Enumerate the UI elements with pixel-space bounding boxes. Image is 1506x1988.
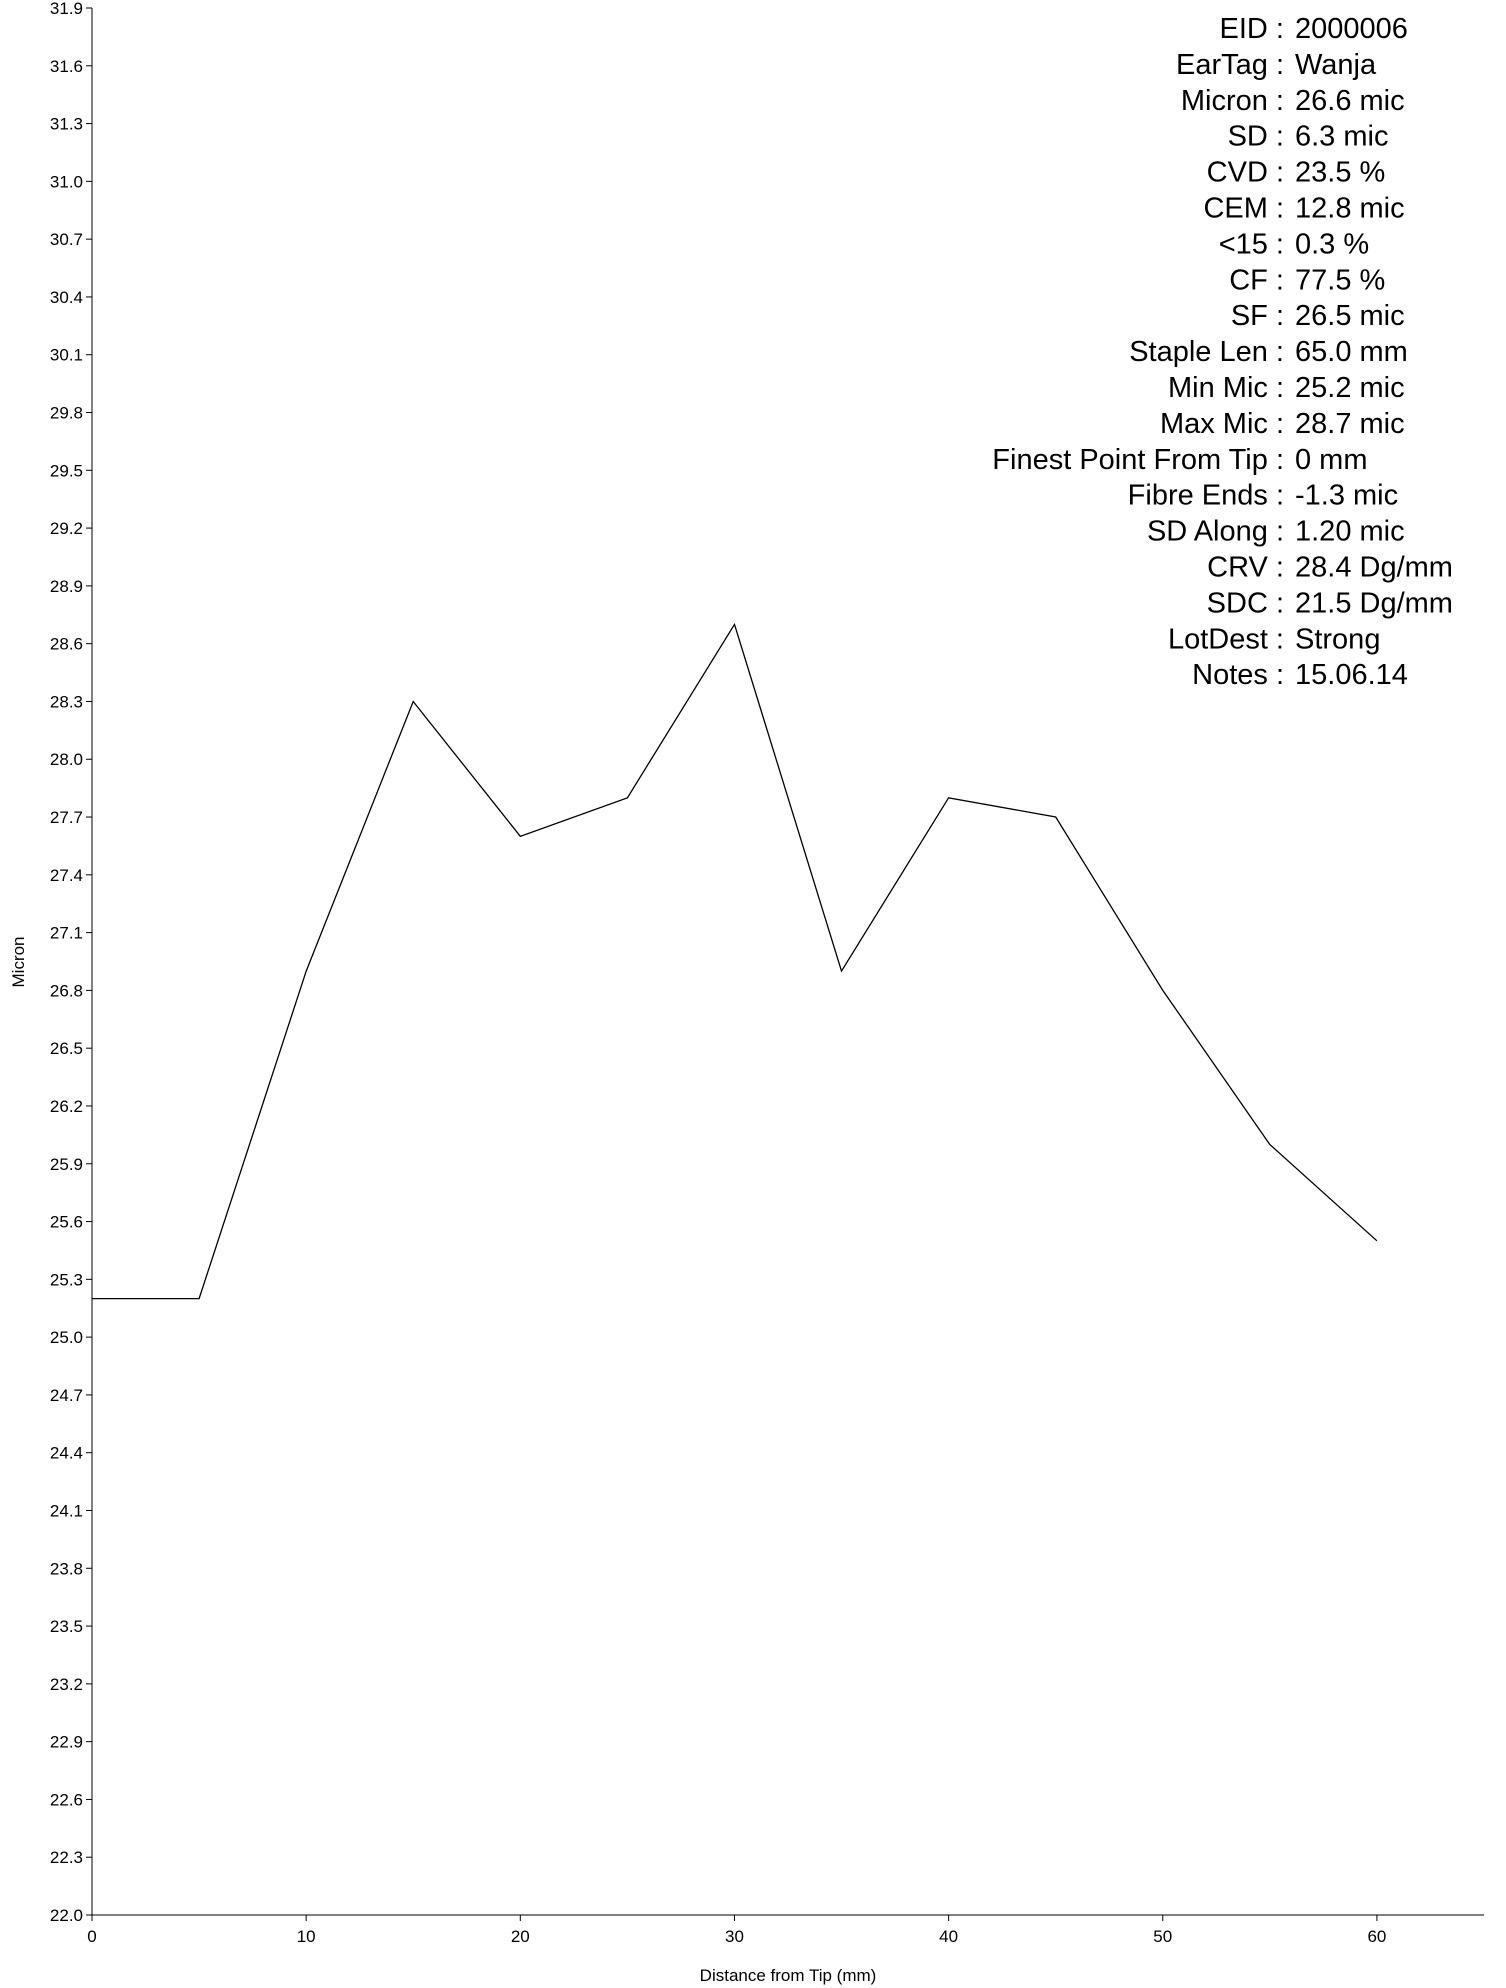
stat-label: CVD :: [1207, 157, 1284, 189]
y-tick-label: 25.9: [50, 1155, 83, 1174]
y-tick-label: 28.6: [50, 635, 83, 654]
x-tick-label: 0: [87, 1927, 96, 1946]
x-axis-title: Distance from Tip (mm): [700, 1966, 877, 1985]
y-tick-label: 29.8: [50, 404, 83, 423]
micron-series-line: [92, 622, 1378, 1300]
y-axis-ticks: 22.0 22.3 22.6 22.9 23.2 23.5 23.8 24.1 24.4 24.7…: [50, 0, 92, 1925]
stat-label: LotDest :: [1168, 623, 1284, 655]
stat-label: EarTag :: [1176, 49, 1284, 81]
stat-value: Strong: [1295, 623, 1380, 655]
y-tick-label: 30.7: [50, 230, 83, 249]
stat-label: <15 :: [1219, 228, 1284, 260]
stat-value: 1.20 mic: [1295, 516, 1405, 548]
y-tick-label: 31.9: [50, 0, 83, 18]
y-tick-label: 23.8: [50, 1559, 83, 1578]
y-axis-title: Micron: [9, 936, 28, 987]
x-tick-label: 60: [1367, 1927, 1386, 1946]
stat-label: Min Mic :: [1168, 372, 1284, 404]
x-tick-label: 30: [725, 1927, 744, 1946]
y-tick-label: 31.3: [50, 115, 83, 134]
y-tick-label: 27.7: [50, 808, 83, 827]
y-tick-label: 26.5: [50, 1039, 83, 1058]
stat-value: -1.3 mic: [1295, 480, 1398, 512]
stat-value: 77.5 %: [1295, 264, 1385, 296]
y-tick-label: 23.5: [50, 1617, 83, 1636]
stat-label: CEM :: [1203, 193, 1284, 225]
stat-label: Max Mic :: [1160, 408, 1284, 440]
stat-label: Staple Len :: [1129, 336, 1284, 368]
y-tick-label: 27.4: [50, 866, 83, 885]
y-tick-label: 28.9: [50, 577, 83, 596]
y-tick-label: 24.7: [50, 1386, 83, 1405]
stat-value: 15.06.14: [1295, 659, 1408, 691]
stat-label: CRV :: [1207, 552, 1284, 584]
y-tick-label: 31.6: [50, 57, 83, 76]
y-tick-label: 30.1: [50, 346, 83, 365]
stat-value: 23.5 %: [1295, 157, 1385, 189]
y-tick-label: 24.4: [50, 1444, 83, 1463]
stat-label: Finest Point From Tip :: [992, 444, 1284, 476]
y-tick-label: 25.0: [50, 1328, 83, 1347]
stat-label: Micron :: [1181, 85, 1284, 117]
stat-label: EID :: [1220, 13, 1284, 45]
y-tick-label: 29.5: [50, 461, 83, 480]
y-tick-label: 22.0: [50, 1906, 83, 1925]
stat-value: 21.5 Dg/mm: [1295, 587, 1453, 619]
stat-label: Notes :: [1192, 659, 1284, 691]
stat-value: 12.8 mic: [1295, 193, 1405, 225]
stat-value: 25.2 mic: [1295, 372, 1405, 404]
stat-value: 0.3 %: [1295, 228, 1369, 260]
x-axis-ticks: 0 10 20 30 40 50 60: [87, 1915, 1386, 1946]
stat-value: 26.5 mic: [1295, 300, 1405, 332]
stat-label: SDC :: [1207, 587, 1284, 619]
y-tick-label: 31.0: [50, 172, 83, 191]
x-tick-label: 50: [1153, 1927, 1172, 1946]
series-layer: [92, 622, 1378, 1300]
x-tick-label: 10: [297, 1927, 316, 1946]
stats-panel: EID : 2000006 EarTag : Wanja Micron : 26.6 mi…: [992, 13, 1453, 691]
stat-value: 0 mm: [1295, 444, 1368, 476]
y-tick-label: 25.3: [50, 1270, 83, 1289]
stat-value: 26.6 mic: [1295, 85, 1405, 117]
stat-value: 65.0 mm: [1295, 336, 1408, 368]
x-tick-label: 20: [511, 1927, 530, 1946]
stat-value: 2000006: [1295, 13, 1408, 45]
y-tick-label: 25.6: [50, 1213, 83, 1232]
chart-axes: [91, 8, 1484, 1916]
y-tick-label: 29.2: [50, 519, 83, 538]
stat-label: SF :: [1231, 300, 1284, 332]
y-tick-label: 28.0: [50, 750, 83, 769]
stat-value: Wanja: [1295, 49, 1377, 81]
stat-label: CF :: [1229, 264, 1284, 296]
stat-value: 6.3 mic: [1295, 121, 1388, 153]
stat-value: 28.7 mic: [1295, 408, 1405, 440]
stat-label: Fibre Ends :: [1128, 480, 1284, 512]
y-tick-label: 28.3: [50, 692, 83, 711]
y-tick-label: 22.9: [50, 1733, 83, 1752]
x-tick-label: 40: [939, 1927, 958, 1946]
y-tick-label: 26.2: [50, 1097, 83, 1116]
stat-value: 28.4 Dg/mm: [1295, 552, 1453, 584]
y-tick-label: 27.1: [50, 924, 83, 943]
y-tick-label: 22.3: [50, 1848, 83, 1867]
y-tick-label: 23.2: [50, 1675, 83, 1694]
stat-label: SD :: [1228, 121, 1284, 153]
y-tick-label: 22.6: [50, 1790, 83, 1809]
y-tick-label: 24.1: [50, 1501, 83, 1520]
y-tick-label: 26.8: [50, 981, 83, 1000]
stat-label: SD Along :: [1147, 516, 1284, 548]
y-tick-label: 30.4: [50, 288, 83, 307]
